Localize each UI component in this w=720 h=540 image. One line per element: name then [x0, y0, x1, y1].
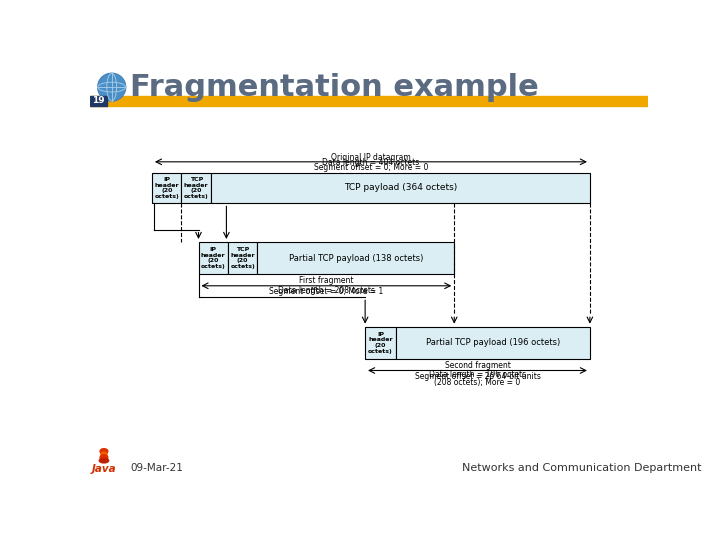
Ellipse shape — [101, 452, 107, 457]
Text: 19: 19 — [92, 97, 105, 105]
Text: Partial TCP payload (196 octets): Partial TCP payload (196 octets) — [426, 338, 560, 347]
Text: Segment offset = 26 64-bit units: Segment offset = 26 64-bit units — [415, 372, 541, 381]
Text: 09-Mar-21: 09-Mar-21 — [130, 463, 183, 473]
Ellipse shape — [100, 449, 108, 454]
Bar — [90, 96, 107, 106]
Text: Partial TCP payload (138 octets): Partial TCP payload (138 octets) — [289, 254, 423, 262]
Text: Java: Java — [91, 464, 116, 475]
Bar — [365, 327, 396, 359]
Text: Second fragment: Second fragment — [444, 361, 510, 369]
Text: Data length = 404 octets: Data length = 404 octets — [323, 158, 420, 167]
Bar — [90, 96, 648, 106]
Text: Data length = 208 octets: Data length = 208 octets — [278, 286, 375, 295]
Text: Segment offset = 0; More = 0: Segment offset = 0; More = 0 — [314, 164, 428, 172]
Bar — [90, 65, 648, 103]
Bar — [396, 327, 590, 359]
Text: Networks and Communication Department: Networks and Communication Department — [462, 463, 701, 473]
Text: First fragment: First fragment — [299, 276, 354, 285]
Circle shape — [99, 74, 125, 100]
Text: IP
header
(20
octets): IP header (20 octets) — [154, 177, 179, 199]
Text: Original IP datagram: Original IP datagram — [331, 153, 411, 161]
Text: Data length = 196 octets: Data length = 196 octets — [429, 370, 526, 380]
Ellipse shape — [99, 458, 109, 463]
Text: Segment offset = 0; More = 1: Segment offset = 0; More = 1 — [269, 287, 384, 296]
Bar — [152, 173, 181, 204]
Circle shape — [98, 73, 126, 101]
Bar — [199, 242, 228, 274]
Text: Fragmentation example: Fragmentation example — [130, 72, 539, 102]
Bar — [228, 242, 258, 274]
Bar — [181, 173, 211, 204]
Text: (208 octets); More = 0: (208 octets); More = 0 — [434, 379, 521, 387]
Text: TCP
header
(20
octets): TCP header (20 octets) — [230, 247, 255, 269]
Text: IP
header
(20
octets): IP header (20 octets) — [368, 332, 393, 354]
Text: IP
header
(20
octets): IP header (20 octets) — [201, 247, 225, 269]
Bar — [258, 242, 454, 274]
Bar — [211, 173, 590, 204]
Ellipse shape — [100, 455, 108, 460]
Text: TCP
header
(20
octets): TCP header (20 octets) — [184, 177, 209, 199]
Text: TCP payload (364 octets): TCP payload (364 octets) — [343, 184, 457, 192]
